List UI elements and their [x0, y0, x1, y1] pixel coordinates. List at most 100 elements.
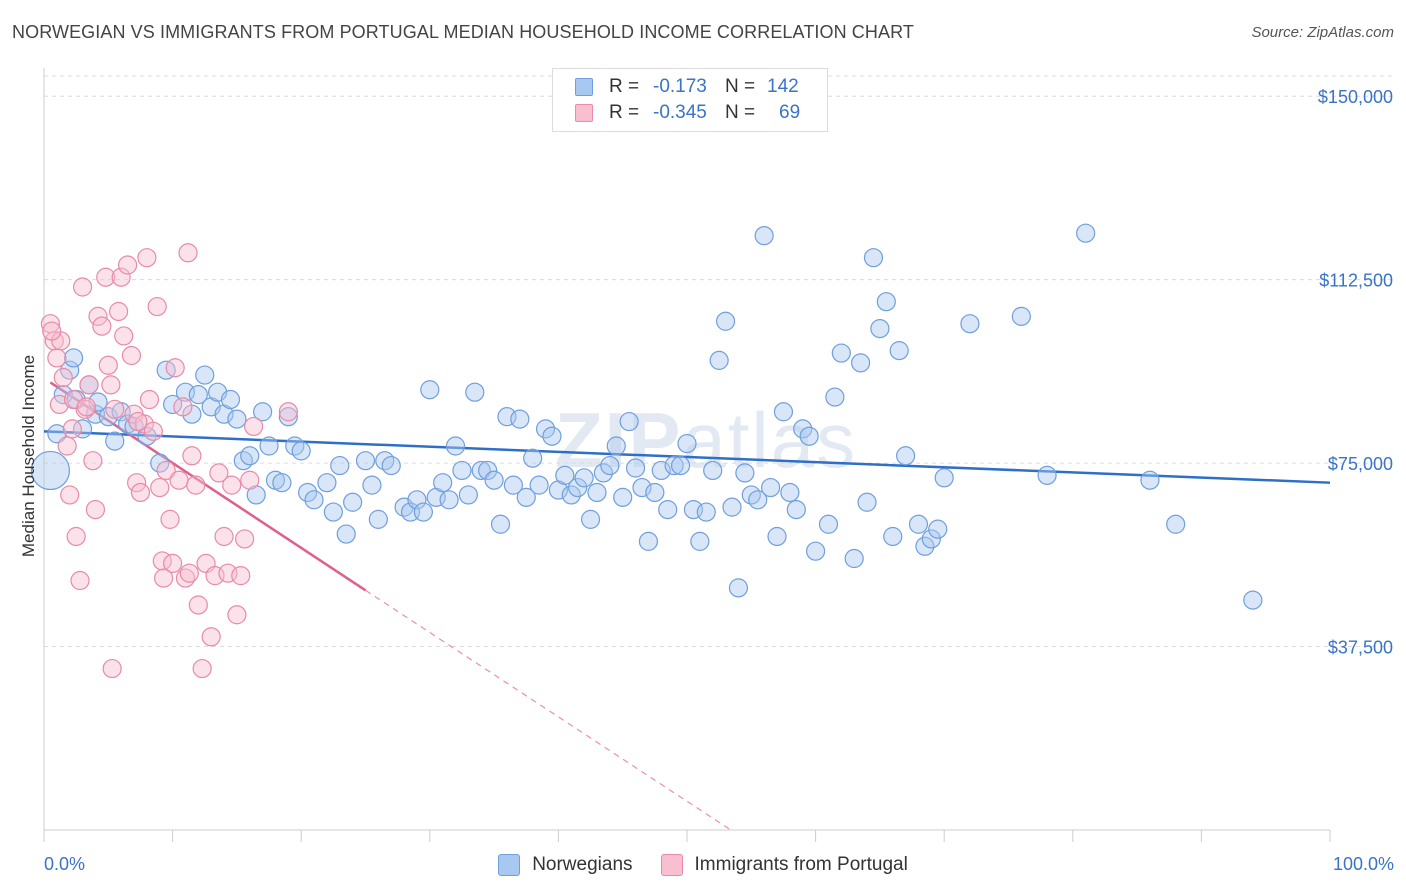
- point-norwegians: [452, 460, 472, 481]
- point-norwegians: [1166, 514, 1186, 534]
- trend-extension-portugal: [365, 589, 732, 831]
- point-norwegians: [336, 524, 356, 544]
- point-norwegians: [490, 514, 511, 534]
- point-norwegians: [150, 453, 170, 473]
- point-norwegians: [413, 502, 433, 522]
- point-norwegians: [105, 431, 125, 451]
- y-tick-label: $37,500: [1328, 638, 1393, 658]
- point-portugal: [214, 526, 234, 547]
- point-portugal: [201, 627, 221, 647]
- point-norwegians: [600, 455, 620, 476]
- point-portugal: [96, 267, 116, 287]
- point-norwegians: [1140, 470, 1160, 490]
- point-norwegians: [503, 475, 523, 495]
- legend-swatch-portugal: [660, 854, 683, 876]
- point-norwegians: [799, 426, 819, 446]
- stats-legend: R = -0.173 N = 142 R = -0.345 N = 69: [552, 68, 828, 132]
- point-norwegians: [478, 460, 498, 481]
- point-norwegians: [773, 402, 794, 422]
- point-norwegians: [529, 475, 549, 495]
- point-norwegians: [863, 248, 884, 268]
- legend-n-label: N =: [725, 76, 756, 97]
- y-tick-label: $150,000: [1318, 87, 1393, 107]
- point-norwegians: [1076, 223, 1096, 243]
- point-norwegians: [638, 531, 659, 551]
- point-norwegians: [851, 353, 871, 373]
- point-portugal: [62, 419, 82, 439]
- point-portugal: [88, 306, 108, 326]
- point-norwegians: [831, 343, 851, 363]
- point-portugal: [117, 255, 138, 275]
- legend-row-portugal: R = -0.345 N = 69: [575, 101, 800, 125]
- legend-item-portugal[interactable]: Immigrants from Portugal: [660, 854, 908, 876]
- y-tick-label: $112,500: [1319, 271, 1393, 291]
- point-norwegians: [523, 448, 543, 468]
- point-norwegians: [240, 446, 260, 466]
- point-norwegians: [53, 385, 73, 405]
- point-norwegians: [896, 446, 916, 466]
- point-norwegians: [857, 492, 877, 512]
- trend-line-portugal: [49, 381, 367, 592]
- point-norwegians: [921, 529, 941, 549]
- point-norwegians: [606, 436, 626, 456]
- legend-swatch-norwegians: [575, 78, 593, 96]
- point-portugal: [147, 296, 167, 317]
- point-portugal: [111, 267, 131, 287]
- watermark-atlas: atlas: [682, 396, 858, 484]
- point-portugal: [83, 451, 103, 471]
- point-portugal: [128, 411, 148, 432]
- point-norwegians: [355, 451, 376, 471]
- x-tick-label: 0.0%: [44, 854, 85, 874]
- point-portugal: [92, 316, 112, 336]
- legend-item-norwegians[interactable]: Norwegians: [498, 854, 633, 876]
- series-legend: Norwegians Immigrants from Portugal: [0, 852, 1406, 878]
- point-norwegians: [670, 455, 691, 476]
- point-norwegians: [613, 487, 633, 507]
- point-norwegians: [883, 526, 903, 547]
- point-norwegians: [381, 455, 401, 476]
- point-portugal: [165, 358, 185, 378]
- point-portugal: [137, 248, 157, 268]
- point-norwegians: [677, 433, 697, 454]
- point-portugal: [102, 658, 122, 679]
- x-tick-label: 100.0%: [1333, 854, 1394, 874]
- point-norwegians: [580, 509, 601, 529]
- point-portugal: [98, 355, 118, 375]
- point-portugal: [188, 595, 208, 615]
- point-norwegians: [471, 460, 491, 481]
- point-norwegians: [593, 463, 614, 483]
- point-portugal: [143, 421, 163, 441]
- point-norwegians: [889, 341, 909, 361]
- point-norwegians: [587, 482, 607, 503]
- axis-labels: $37,500 $75,000 $112,500 $150,000 0.0% 100.0%…: [19, 87, 1394, 874]
- point-norwegians: [542, 426, 562, 446]
- point-norwegians: [291, 441, 311, 461]
- point-norwegians: [568, 477, 588, 498]
- source-label: Source: ZipAtlas.com: [1251, 24, 1394, 41]
- point-norwegians: [484, 470, 504, 490]
- point-norwegians: [535, 419, 556, 439]
- point-portugal: [192, 658, 212, 679]
- point-portugal: [240, 470, 260, 490]
- point-portugal: [163, 553, 183, 574]
- point-norwegians: [555, 465, 575, 485]
- point-portugal: [66, 526, 86, 547]
- point-norwegians: [934, 468, 954, 488]
- point-portugal: [150, 477, 170, 498]
- point-norwegians: [30, 450, 71, 491]
- point-portugal: [72, 277, 93, 297]
- point-norwegians: [735, 463, 755, 483]
- y-axis-title: Median Household Income: [19, 355, 38, 557]
- point-norwegians: [304, 490, 324, 510]
- point-norwegians: [780, 482, 800, 503]
- legend-r-value: -0.173: [653, 76, 707, 97]
- point-norwegians: [1243, 590, 1263, 610]
- point-portugal: [244, 416, 264, 437]
- point-portugal: [169, 470, 189, 490]
- point-norwegians: [574, 468, 594, 488]
- trend-line-norwegians: [43, 430, 1331, 484]
- point-norwegians: [278, 407, 298, 427]
- point-portugal: [114, 326, 134, 346]
- point-norwegians: [407, 490, 427, 510]
- y-tick-label: $75,000: [1328, 454, 1393, 474]
